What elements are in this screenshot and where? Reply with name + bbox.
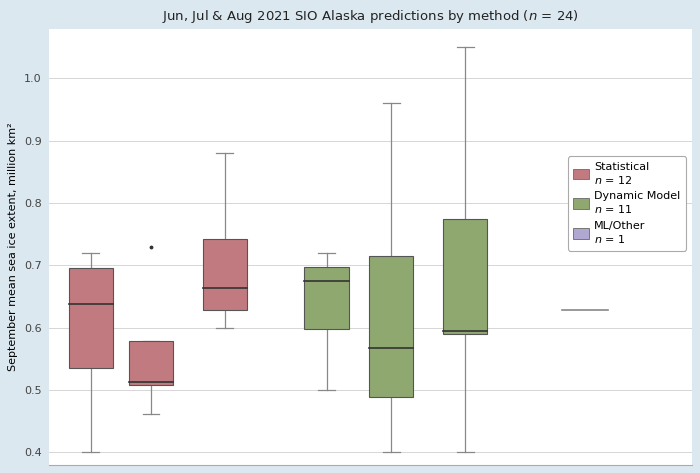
Bar <box>69 269 113 368</box>
Legend: Statistical
$n$ = 12, Dynamic Model
$n$ = 11, ML/Other
$n$ = 1: Statistical $n$ = 12, Dynamic Model $n$ … <box>568 156 686 251</box>
Title: Jun, Jul & Aug 2021 SIO Alaska predictions by method ($n$ = 24): Jun, Jul & Aug 2021 SIO Alaska predictio… <box>162 9 579 26</box>
Y-axis label: September mean sea ice extent, million km²: September mean sea ice extent, million k… <box>8 123 18 371</box>
Bar <box>443 219 487 334</box>
Bar <box>129 342 173 385</box>
Bar <box>304 267 349 329</box>
Bar <box>203 239 247 310</box>
Bar <box>369 256 414 397</box>
